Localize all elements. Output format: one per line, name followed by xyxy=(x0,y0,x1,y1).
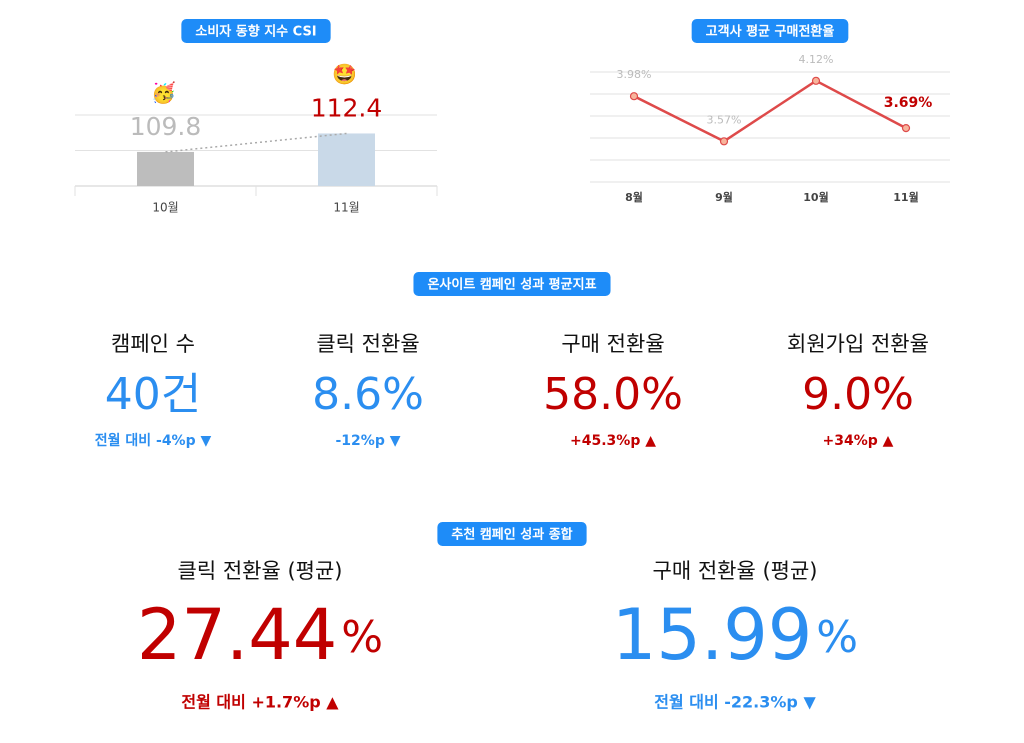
summary-value: 27.44% xyxy=(137,594,383,676)
kpi-value: 9.0% xyxy=(802,369,914,420)
x-tick-label: 11월 xyxy=(333,201,359,215)
summary-value: 15.99% xyxy=(612,594,858,676)
section-badge: 소비자 동향 지수 CSI xyxy=(181,19,331,43)
badge-text: 소비자 동향 지수 CSI xyxy=(195,24,316,40)
trend-line xyxy=(165,132,347,153)
kpi-label: 구매 전환율 xyxy=(561,332,664,356)
value-label: 3.98% xyxy=(617,68,652,81)
section-badge: 고객사 평균 구매전환율 xyxy=(691,19,849,43)
bar xyxy=(318,133,375,186)
summary-number: 27.44 xyxy=(137,594,337,676)
kpi-change: -12%p ▼ xyxy=(336,433,401,449)
x-tick-label: 9월 xyxy=(715,190,733,204)
point xyxy=(901,124,911,133)
kpi-label: 캠페인 수 xyxy=(111,332,195,356)
summary-number: 15.99 xyxy=(612,594,812,676)
badge-text: 온사이트 캠페인 성과 평균지표 xyxy=(427,277,596,293)
emoji-annotation: 🤩 xyxy=(332,62,357,86)
badge-bg xyxy=(413,272,611,296)
kpi-change: +34%p ▲ xyxy=(823,433,894,449)
value-label: 109.8 xyxy=(130,112,202,141)
badge-text: 추천 캠페인 성과 종합 xyxy=(451,527,572,543)
kpi-value: 8.6% xyxy=(312,369,424,420)
value-label: 3.69% xyxy=(884,95,933,111)
badge-text: 고객사 평균 구매전환율 xyxy=(706,24,835,40)
summary-unit: % xyxy=(341,612,383,663)
value-label: 3.57% xyxy=(707,113,742,126)
emoji-annotation: 🥳 xyxy=(151,80,176,104)
badge-bg xyxy=(181,19,331,43)
x-tick-label: 10월 xyxy=(803,190,828,204)
summary-change: 전월 대비 -22.3%p ▼ xyxy=(654,693,816,712)
section-badge: 온사이트 캠페인 성과 평균지표 xyxy=(413,272,611,296)
point xyxy=(629,92,639,101)
summary-label: 구매 전환율 (평균) xyxy=(653,559,818,583)
summary-label: 클릭 전환율 (평균) xyxy=(178,559,343,583)
section-badge: 추천 캠페인 성과 종합 xyxy=(437,522,587,546)
line-series xyxy=(633,79,907,143)
kpi-value: 58.0% xyxy=(543,369,683,420)
point xyxy=(811,76,821,85)
kpi-change: 전월 대비 -4%p ▼ xyxy=(95,432,212,449)
point xyxy=(719,137,729,146)
x-tick-label: 10월 xyxy=(152,201,178,215)
badge-bg xyxy=(691,19,849,43)
kpi-label: 회원가입 전환율 xyxy=(787,332,929,356)
kpi-value: 40건 xyxy=(105,369,201,420)
kpi-change: +45.3%p ▲ xyxy=(570,433,656,449)
bar xyxy=(137,151,194,186)
summary-change: 전월 대비 +1.7%p ▲ xyxy=(181,693,339,712)
x-tick-label: 8월 xyxy=(625,190,643,204)
badge-bg xyxy=(437,522,587,546)
summary-unit: % xyxy=(816,612,858,663)
kpi-label: 클릭 전환율 xyxy=(316,332,419,356)
value-label: 112.4 xyxy=(311,93,383,122)
value-label: 4.12% xyxy=(799,53,834,66)
x-tick-label: 11월 xyxy=(893,190,918,204)
